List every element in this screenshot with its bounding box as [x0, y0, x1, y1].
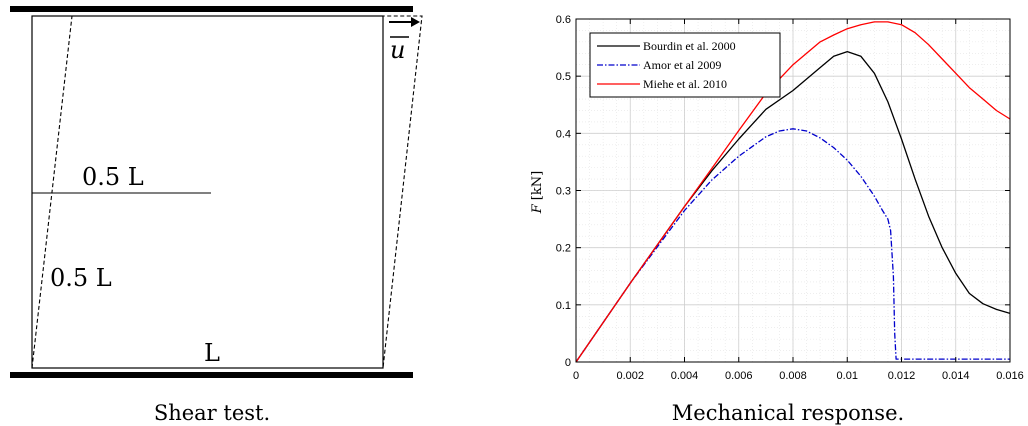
left-caption: Shear test. [154, 401, 270, 425]
arrow-head [411, 17, 420, 27]
specimen-square [31, 15, 384, 369]
displacement-label: u [390, 36, 405, 64]
half-length-left-label: 0.5 L [50, 264, 112, 292]
top-plate [10, 6, 413, 12]
bottom-plate [10, 372, 413, 378]
length-label: L [204, 339, 220, 367]
half-length-top-label: 0.5 L [82, 163, 144, 191]
deformed-shape [31, 15, 423, 369]
